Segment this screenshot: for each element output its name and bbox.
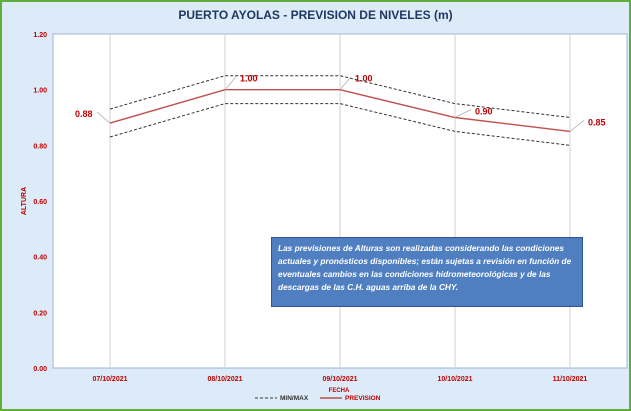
y-axis-title: ALTURA — [21, 187, 28, 215]
x-tick-label: 09/10/2021 — [322, 376, 357, 383]
x-tick-label: 07/10/2021 — [92, 376, 127, 383]
y-tick-label: 0.20 — [33, 310, 47, 317]
series-line-min — [109, 103, 571, 146]
chart-title: PUERTO AYOLAS - PREVISION DE NIVELES (m) — [178, 8, 453, 22]
data-label-leader — [454, 109, 472, 118]
data-label-leader — [339, 76, 352, 90]
y-tick-label: 0.60 — [33, 199, 47, 206]
x-tick-label: 11/10/2021 — [553, 376, 588, 383]
x-tick-label: 08/10/2021 — [207, 376, 242, 383]
y-tick-label: 0.80 — [33, 143, 47, 150]
legend-label: PREVISION — [345, 395, 381, 402]
y-tick-label: 0.40 — [33, 255, 47, 262]
data-label: 0.88 — [75, 109, 93, 119]
data-label: 0.85 — [588, 117, 606, 127]
note-box: Las previsiones de Alturas son realizada… — [271, 237, 583, 307]
data-label-leader — [569, 120, 585, 132]
x-axis-title: FECHA — [329, 388, 350, 394]
data-label: 0.90 — [475, 107, 493, 117]
series-line-max — [109, 75, 571, 118]
y-tick-label: 1.20 — [33, 32, 47, 39]
x-tick-label: 10/10/2021 — [437, 376, 472, 383]
data-label: 1.00 — [355, 74, 373, 84]
data-label-leader — [96, 111, 111, 124]
data-label: 1.00 — [240, 74, 258, 84]
data-label-leader — [224, 76, 237, 90]
y-tick-label: 0.00 — [33, 366, 47, 373]
legend-label: MIN/MAX — [280, 395, 309, 402]
y-tick-label: 1.00 — [33, 88, 47, 95]
